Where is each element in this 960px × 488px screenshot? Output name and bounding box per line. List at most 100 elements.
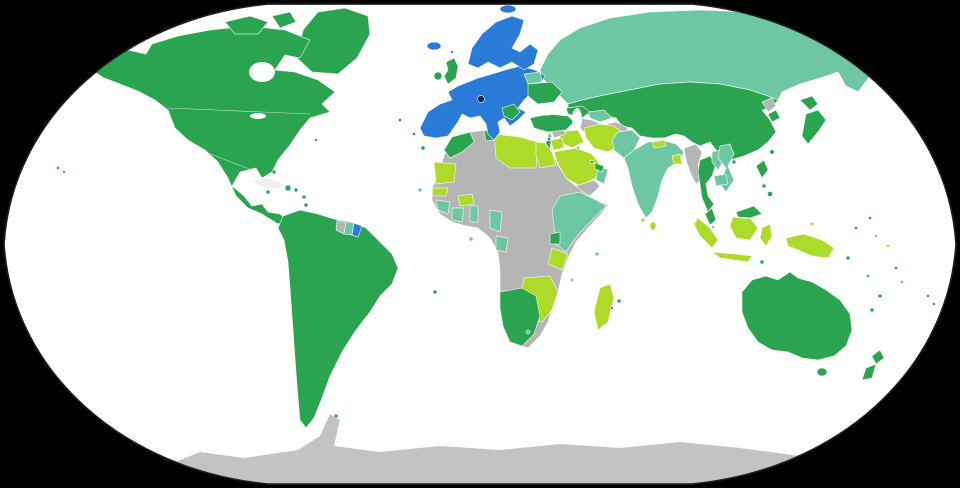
region-vanuatu [865,273,871,279]
region-jordan [550,137,565,151]
region-switzerland-home [477,95,485,103]
region-new-zealand-south [861,363,877,381]
region-azores [398,118,402,122]
region-new-guinea [785,233,835,259]
region-nepal [651,139,667,149]
region-philippines-mindanao [767,191,773,197]
region-australia [741,271,853,361]
region-french-polynesia-2 [932,302,936,306]
region-new-zealand-north [871,349,885,365]
region-indonesia-sulawesi [759,223,773,247]
region-north-america [91,25,336,225]
region-uganda [549,231,561,245]
region-solomons [845,255,851,261]
region-belarus [523,71,543,85]
region-timor [759,259,765,265]
region-bahamas [271,169,277,175]
region-faroe [450,50,454,54]
region-bangladesh [671,153,683,165]
region-canary-islands [420,145,426,151]
region-europe-eu [419,65,546,141]
region-benin-togo [469,205,479,223]
region-ukraine [527,81,563,105]
region-micronesia [854,226,858,230]
region-puerto-rico [293,187,299,193]
black-sea [531,104,559,116]
region-iceland [426,41,442,51]
region-south-korea [767,109,781,123]
region-morocco [443,131,475,159]
region-nauru [874,234,878,238]
region-malaysia-peninsula [704,207,717,226]
us-canada-border [167,107,311,115]
region-philippines-luzon [755,159,769,179]
region-fiji [877,293,883,299]
region-hawaii-2 [62,170,66,174]
region-kiribati [886,244,890,248]
region-new-caledonia [869,307,875,313]
region-french-polynesia-1 [926,294,930,298]
region-kuwait [576,146,580,150]
region-north-korea [761,97,777,113]
region-mauritania [433,161,457,185]
region-scandinavia [467,15,539,71]
region-saint-helena [468,236,474,242]
region-senegal [431,187,449,197]
region-reunion [610,306,614,310]
region-qatar [590,160,594,164]
region-cambodia [713,173,729,187]
region-lesser-antilles-1 [301,194,307,200]
region-cape-verde [417,187,423,193]
region-western-balkans [501,103,521,121]
region-malaysia-borneo [735,205,763,219]
region-burkina-faso [457,193,475,207]
region-gabon [495,235,509,253]
great-lakes [250,113,266,119]
region-horn-of-africa [551,191,607,253]
region-cameroon [489,209,503,233]
region-indonesia-borneo [729,216,759,241]
region-hispaniola [284,184,292,192]
region-cuba [251,177,285,190]
region-uzbekistan [587,109,613,123]
region-greenland [296,7,371,75]
region-lesotho [525,329,531,335]
region-madagascar [593,283,615,331]
region-canadian-arctic-islands [224,15,269,35]
region-jamaica [265,189,271,195]
region-tanzania [547,247,569,271]
region-seychelles [594,251,600,257]
region-mauritius [616,298,622,304]
region-falklands [333,413,339,419]
region-libya [493,133,539,169]
region-tristan [432,289,438,295]
region-united-kingdom [443,57,459,85]
region-philippines-visayas [761,183,767,189]
region-canadian-arctic-islands-2 [271,11,297,29]
caspian-sea [572,108,582,130]
region-lesser-antilles-2 [303,202,309,208]
region-taiwan [769,149,775,155]
region-guinea [435,199,451,215]
region-india [623,139,685,219]
region-japan-honshu [801,109,827,145]
region-marshall-islands [868,216,872,220]
region-bermuda [314,138,318,142]
region-singapore [711,225,715,229]
region-egypt [535,141,557,169]
region-japan-hokkaido [799,95,819,111]
us-mexico-border [204,151,253,171]
region-indonesia-java [711,251,753,263]
region-ireland [433,71,443,81]
region-svalbard [499,4,517,14]
region-maldives [640,217,646,223]
region-africa-base [431,129,609,349]
region-comoros [570,278,574,282]
region-samoa [894,266,898,270]
region-french-guiana [351,222,363,238]
map-outline [3,3,957,485]
region-hainan [731,159,737,165]
region-tonga [900,280,904,284]
region-hawaii-1 [56,166,60,170]
